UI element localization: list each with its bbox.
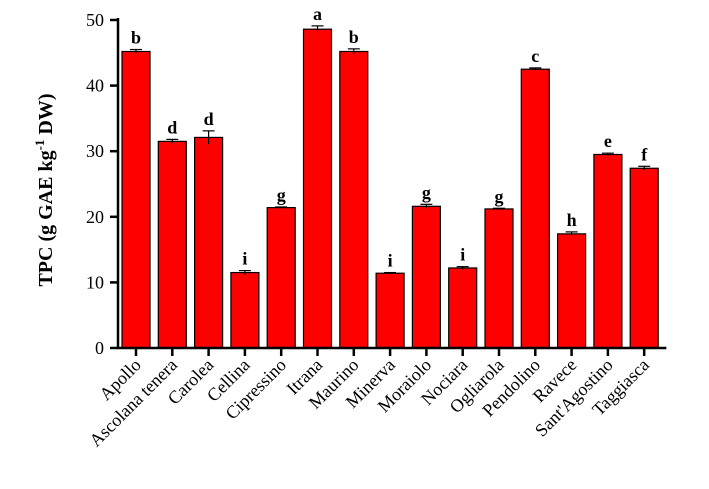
significance-label: h	[567, 210, 577, 230]
significance-label: b	[349, 27, 359, 47]
bar	[629, 167, 659, 349]
significance-label: f	[641, 144, 648, 164]
y-tick-label: 30	[86, 141, 104, 161]
y-axis-title: TPC (g GAE kg-1 DW)	[32, 93, 57, 286]
bar	[194, 136, 224, 349]
y-tick-label: 20	[86, 207, 104, 227]
significance-label: g	[422, 182, 431, 202]
y-axis-title-suffix: DW)	[35, 93, 57, 139]
significance-label: e	[604, 131, 612, 151]
significance-label: c	[531, 46, 539, 66]
significance-label: a	[313, 4, 322, 24]
bar	[375, 272, 405, 349]
significance-label: i	[242, 249, 247, 269]
y-tick-label: 0	[95, 338, 104, 358]
bar	[266, 207, 296, 349]
bar	[411, 205, 441, 349]
bars: b d d i g a b i g i g c h e f	[121, 4, 659, 349]
significance-label: b	[131, 28, 141, 48]
bar	[556, 233, 587, 349]
bar	[230, 271, 260, 349]
bar	[448, 267, 478, 349]
bar	[302, 28, 333, 349]
significance-label: g	[277, 185, 286, 205]
bar	[121, 50, 151, 349]
significance-label: d	[204, 109, 214, 129]
bar	[484, 208, 514, 349]
bar	[520, 68, 550, 349]
bar	[157, 140, 187, 349]
significance-label: g	[495, 186, 504, 206]
y-axis: 0 10 20 30 40 50	[86, 10, 120, 358]
y-tick-label: 50	[86, 10, 104, 30]
significance-label: d	[167, 117, 177, 137]
bar	[593, 153, 623, 349]
significance-label: i	[460, 245, 465, 265]
bar	[339, 50, 369, 349]
significance-label: i	[388, 251, 393, 271]
y-axis-title-superscript: -1	[32, 140, 47, 151]
y-axis-title-prefix: TPC (g GAE kg	[35, 150, 57, 286]
y-tick-label: 10	[86, 272, 104, 292]
y-tick-label: 40	[86, 76, 104, 96]
